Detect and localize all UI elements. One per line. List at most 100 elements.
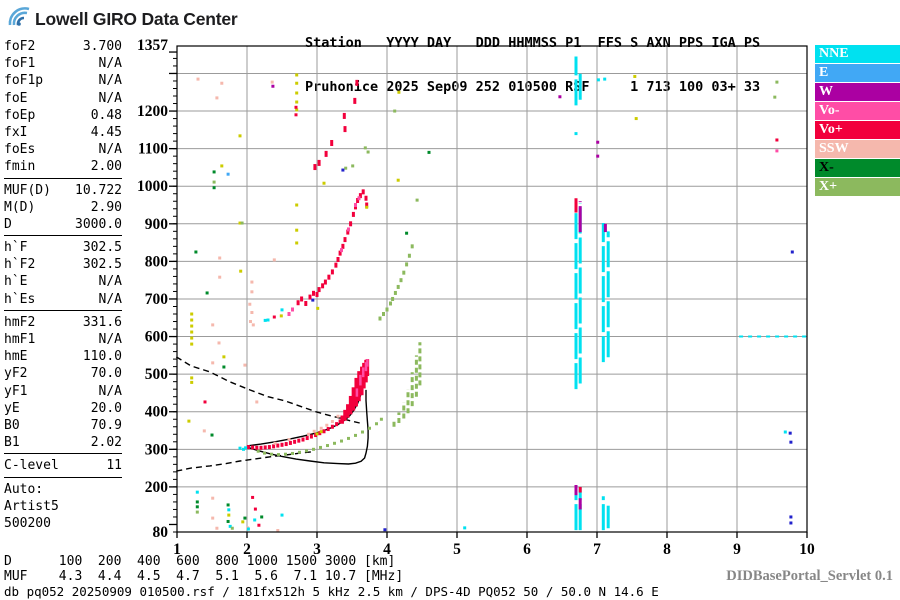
param-label: fxI [4, 124, 28, 140]
param-label: foE [4, 90, 28, 106]
legend-item-x: X- [815, 159, 900, 177]
param-value: N/A [98, 142, 122, 158]
y-tick-label: 1357 [137, 37, 168, 54]
param-row: C-level 11 [4, 457, 122, 474]
param-row: fmin 2.00 [4, 158, 122, 175]
y-tick-label: 200 [145, 479, 169, 496]
x-tick-label: 6 [523, 541, 531, 558]
echo-direction-legend: NNE E W Vo- Vo+ SSW X- X+ [815, 45, 900, 197]
legend-item-e: E [815, 64, 900, 82]
status-line: db pq052 20250909 010500.rsf / 181fx512h… [4, 584, 659, 599]
param-row: foF2 3.700 [4, 38, 122, 55]
param-label: hmF2 [4, 314, 36, 330]
param-separator [4, 309, 122, 311]
param-label: foEs [4, 142, 36, 158]
param-label: MUF(D) [4, 182, 51, 198]
rfi-bars [574, 56, 807, 531]
x-tick-label: 4 [383, 541, 391, 558]
param-value: 302.5 [82, 240, 122, 256]
echo-points [187, 73, 794, 532]
param-value: 3.700 [82, 39, 122, 54]
x-tick-label: 7 [593, 541, 601, 558]
param-label: h`F2 [4, 257, 36, 273]
param-label: yE [4, 400, 20, 416]
param-row: hmE 110.0 [4, 348, 122, 365]
param-value: 302.5 [82, 257, 122, 273]
param-separator [4, 177, 122, 179]
param-row: B1 2.02 [4, 434, 122, 451]
param-row: fxI 4.45 [4, 124, 122, 141]
autoscaling-info-line: 500200 [4, 515, 51, 531]
y-tick-label: 500 [145, 366, 169, 383]
muf-row: MUF 4.3 4.4 4.5 4.7 5.1 5.6 7.1 10.7 [MH… [4, 568, 404, 584]
giro-logo-icon [7, 4, 33, 34]
d-muf-table: D 100 200 400 600 800 1000 1500 3000 [km… [4, 554, 404, 584]
y-tick-label: 300 [145, 441, 169, 458]
x-tick-label: 8 [663, 541, 671, 558]
param-row: foF1 N/A [4, 55, 122, 72]
curve-baseline [176, 450, 314, 472]
param-label: foF2 [4, 39, 36, 54]
y-tick-label: 600 [145, 329, 169, 346]
param-value: 0.48 [90, 107, 122, 123]
param-label: foF1 [4, 56, 36, 72]
autoscaling-info-line: Auto: [4, 481, 44, 497]
param-value: 110.0 [82, 349, 122, 365]
param-row: yF1 N/A [4, 383, 122, 400]
param-separator [4, 476, 122, 478]
param-value: 11 [106, 458, 122, 474]
param-value: N/A [98, 73, 122, 89]
param-value: 70.9 [90, 417, 122, 433]
y-tick-label: 700 [145, 291, 169, 308]
y-tick-label: 1200 [137, 103, 168, 120]
y-tick-label: 800 [145, 253, 169, 270]
y-tick-label: 1000 [137, 178, 168, 195]
curve-profile [246, 389, 369, 465]
param-value: 331.6 [82, 314, 122, 330]
gridlines [177, 46, 807, 532]
param-row: hmF2 331.6 [4, 314, 122, 331]
giro-logo[interactable]: Lowell GIRO Data Center [7, 4, 238, 34]
giro-logo-text: Lowell GIRO Data Center [35, 8, 238, 29]
param-row: foF1p N/A [4, 72, 122, 89]
param-row: foEp 0.48 [4, 107, 122, 124]
param-label: D [4, 216, 12, 232]
param-label: yF1 [4, 383, 28, 399]
param-label: hmE [4, 349, 28, 365]
param-row: M(D) 2.90 [4, 199, 122, 216]
param-value: 10.722 [75, 182, 122, 198]
param-value: N/A [98, 274, 122, 290]
legend-item-x: X+ [815, 178, 900, 196]
param-row: h`E N/A [4, 273, 122, 290]
param-value: 2.00 [90, 159, 122, 175]
param-value: 4.45 [90, 124, 122, 140]
param-row: MUF(D) 10.722 [4, 182, 122, 199]
param-row: B0 70.9 [4, 417, 122, 434]
param-row: foEs N/A [4, 141, 122, 158]
axis-labels: 1357120011001000900800700600500400300200… [137, 37, 815, 558]
param-row: yF2 70.0 [4, 365, 122, 382]
x-tick-label: 9 [733, 541, 741, 558]
servlet-version-label: DIDBasePortal_Servlet 0.1 [726, 568, 893, 584]
axes [169, 45, 808, 538]
param-value: N/A [98, 56, 122, 72]
legend-item-vo: Vo+ [815, 121, 900, 139]
param-row: h`Es N/A [4, 291, 122, 308]
param-label: fmin [4, 159, 36, 175]
param-value: N/A [98, 383, 122, 399]
param-row: D 3000.0 [4, 216, 122, 233]
param-value: 3000.0 [75, 216, 122, 232]
param-value: N/A [98, 291, 122, 307]
y-tick-label: 900 [145, 216, 169, 233]
x-tick-label: 1 [173, 541, 181, 558]
param-label: B0 [4, 417, 20, 433]
param-value: N/A [98, 332, 122, 347]
param-label: h`E [4, 274, 28, 290]
param-label: h`F [4, 240, 28, 256]
curve-transmission [175, 356, 360, 424]
station-header-values: Pruhonice 2025 Sep09 252 010500 RSF 1 71… [305, 78, 761, 95]
x-tick-label: 5 [453, 541, 461, 558]
d-row: D 100 200 400 600 800 1000 1500 3000 [km… [4, 554, 396, 569]
param-row: foE N/A [4, 90, 122, 107]
